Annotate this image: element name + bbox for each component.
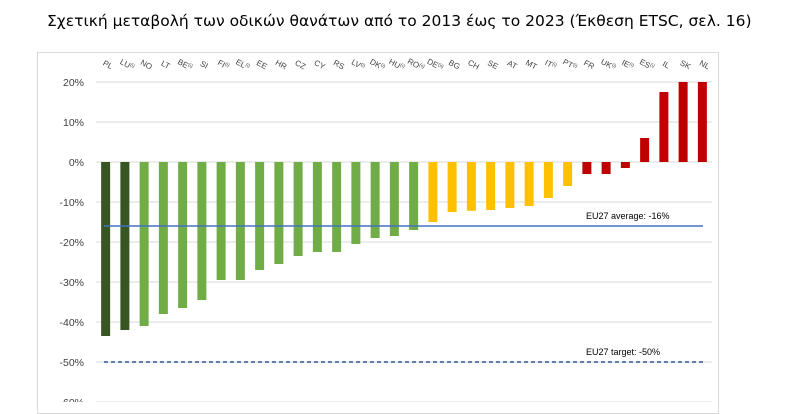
bar-bg: [447, 162, 457, 212]
bar-ee: [255, 162, 265, 270]
bar-lv: [351, 162, 361, 244]
x-tick-label: FR: [582, 58, 596, 71]
bar-pt: [563, 162, 573, 186]
y-tick-label: -50%: [59, 357, 84, 369]
bar-fr: [582, 162, 592, 174]
x-tick-label: SE: [486, 58, 500, 71]
y-tick-label: -40%: [59, 317, 84, 329]
bar-il: [659, 92, 669, 162]
y-tick-label: -60%: [59, 397, 84, 402]
x-tick-label: HU(i): [387, 57, 406, 73]
bar-de: [428, 162, 438, 222]
x-tick-label: HR: [274, 58, 289, 71]
x-tick-label: IE(i): [620, 58, 635, 72]
chart-title: Σχετική μεταβολή των οδικών θανάτων από …: [47, 12, 752, 30]
bar-fi: [216, 162, 226, 280]
y-tick-label: -10%: [59, 197, 84, 209]
bar-chart: 20% 10% 0% -10% -20% -30% -40% -50% -60% PL LU(i) N…: [59, 57, 712, 402]
y-tick-label: 20%: [63, 77, 84, 89]
bar-at: [505, 162, 515, 208]
eu27-target-label: EU27 target: -50%: [586, 347, 660, 357]
y-tick-label: 10%: [63, 117, 84, 129]
bar-cz: [293, 162, 303, 256]
x-tick-label: IT(i): [543, 58, 558, 72]
y-tick-label: -30%: [59, 277, 84, 289]
x-tick-label: BG: [447, 58, 461, 71]
bar-el: [235, 162, 245, 280]
bar-no: [139, 162, 149, 326]
x-tick-label: CH: [466, 58, 481, 71]
x-tick-label: CY: [313, 58, 328, 71]
x-tick-label: PL: [101, 59, 114, 72]
bar-si: [197, 162, 207, 300]
eu27-average-label: EU27 average: -16%: [586, 211, 670, 221]
x-tick-label: EL(i): [234, 57, 251, 72]
bar-se: [486, 162, 496, 210]
y-tick-label: -20%: [59, 237, 84, 249]
bar-mt: [524, 162, 534, 206]
x-tick-label: DK(i): [368, 57, 386, 72]
bar-sk: [678, 82, 688, 162]
x-tick-label: MT: [524, 58, 539, 71]
bar-cy: [312, 162, 322, 252]
bar-be: [178, 162, 188, 308]
x-tick-label: EE: [255, 58, 269, 71]
x-tick-label: NO: [139, 58, 154, 72]
bar-ie: [620, 162, 630, 168]
bar-rs: [332, 162, 342, 252]
x-tick-label: DE(ii): [426, 57, 445, 73]
x-tick-label: UK(i): [599, 57, 617, 72]
bar-lt: [158, 162, 168, 314]
bar-uk: [601, 162, 611, 174]
bar-ch: [466, 162, 476, 211]
x-tick-label: IL: [661, 59, 672, 70]
bar-lu: [120, 162, 130, 330]
x-tick-label: LT: [160, 59, 172, 71]
bar-it: [543, 162, 553, 198]
bar-pl: [101, 162, 111, 336]
bar-hu: [389, 162, 399, 236]
y-tick-label: 0%: [69, 157, 84, 169]
x-tick-label: LV(i): [350, 58, 367, 73]
bar-es: [640, 138, 650, 162]
bar-ro: [409, 162, 419, 230]
x-tick-label: PT(i): [561, 57, 578, 72]
x-tick-label: CZ: [293, 58, 307, 71]
x-tick-label: SI: [199, 59, 210, 70]
x-tick-label: FI(i): [216, 58, 231, 72]
bar-hr: [274, 162, 284, 264]
x-tick-label: RO(ii): [406, 57, 426, 73]
x-tick-label: RS: [332, 58, 346, 71]
bar-dk: [370, 162, 380, 238]
x-tick-label: SK: [678, 58, 692, 71]
bar-nl: [697, 82, 707, 162]
x-tick-label: ES(i): [638, 57, 656, 72]
x-tick-label: NL: [698, 58, 712, 71]
x-tick-label: AT: [506, 59, 519, 72]
x-tick-label: BE(i): [176, 57, 194, 72]
x-tick-label: LU(i): [118, 57, 135, 72]
